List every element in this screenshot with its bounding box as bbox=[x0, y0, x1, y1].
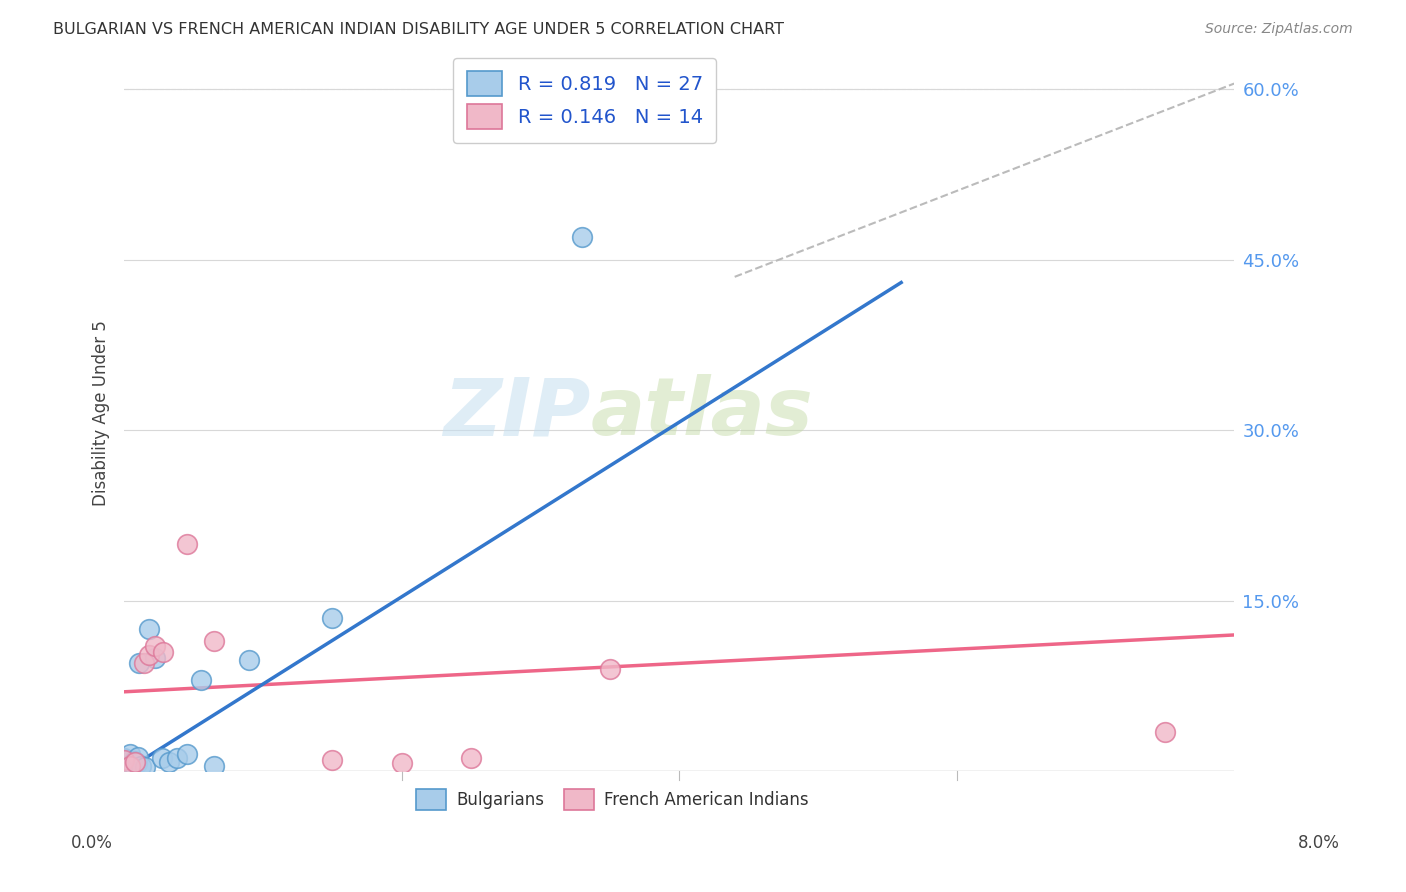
Y-axis label: Disability Age Under 5: Disability Age Under 5 bbox=[93, 320, 110, 506]
Point bbox=[571, 230, 593, 244]
Point bbox=[118, 758, 141, 772]
Point bbox=[115, 753, 138, 767]
Point bbox=[238, 653, 260, 667]
Point bbox=[190, 673, 212, 688]
Point bbox=[118, 747, 141, 762]
Point bbox=[1153, 724, 1175, 739]
Point bbox=[112, 753, 135, 767]
Point bbox=[132, 657, 155, 671]
Point bbox=[115, 758, 138, 772]
Point bbox=[128, 657, 150, 671]
Point bbox=[202, 633, 225, 648]
Point bbox=[321, 753, 343, 767]
Point bbox=[150, 750, 173, 764]
Point bbox=[127, 749, 149, 764]
Legend: Bulgarians, French American Indians: Bulgarians, French American Indians bbox=[409, 782, 815, 817]
Point bbox=[124, 756, 146, 770]
Point bbox=[391, 756, 413, 771]
Text: ZIP: ZIP bbox=[443, 375, 591, 452]
Point bbox=[129, 758, 152, 772]
Point bbox=[157, 756, 180, 770]
Point bbox=[122, 754, 145, 768]
Point bbox=[143, 640, 166, 654]
Point bbox=[120, 760, 142, 774]
Point bbox=[112, 750, 135, 764]
Point bbox=[124, 756, 146, 770]
Point bbox=[321, 611, 343, 625]
Point bbox=[460, 750, 482, 764]
Point bbox=[125, 756, 148, 771]
Point bbox=[176, 537, 198, 551]
Text: Source: ZipAtlas.com: Source: ZipAtlas.com bbox=[1205, 22, 1353, 37]
Point bbox=[121, 757, 143, 772]
Point bbox=[134, 760, 156, 774]
Point bbox=[152, 645, 174, 659]
Point bbox=[599, 662, 621, 676]
Text: BULGARIAN VS FRENCH AMERICAN INDIAN DISABILITY AGE UNDER 5 CORRELATION CHART: BULGARIAN VS FRENCH AMERICAN INDIAN DISA… bbox=[53, 22, 785, 37]
Point bbox=[202, 758, 225, 772]
Point bbox=[176, 747, 198, 762]
Point bbox=[117, 756, 139, 770]
Point bbox=[138, 648, 160, 663]
Text: 8.0%: 8.0% bbox=[1298, 834, 1340, 852]
Text: atlas: atlas bbox=[591, 375, 813, 452]
Point bbox=[143, 650, 166, 665]
Text: 0.0%: 0.0% bbox=[70, 834, 112, 852]
Point bbox=[138, 622, 160, 636]
Point bbox=[166, 750, 188, 764]
Point bbox=[112, 756, 135, 771]
Point bbox=[112, 761, 135, 775]
